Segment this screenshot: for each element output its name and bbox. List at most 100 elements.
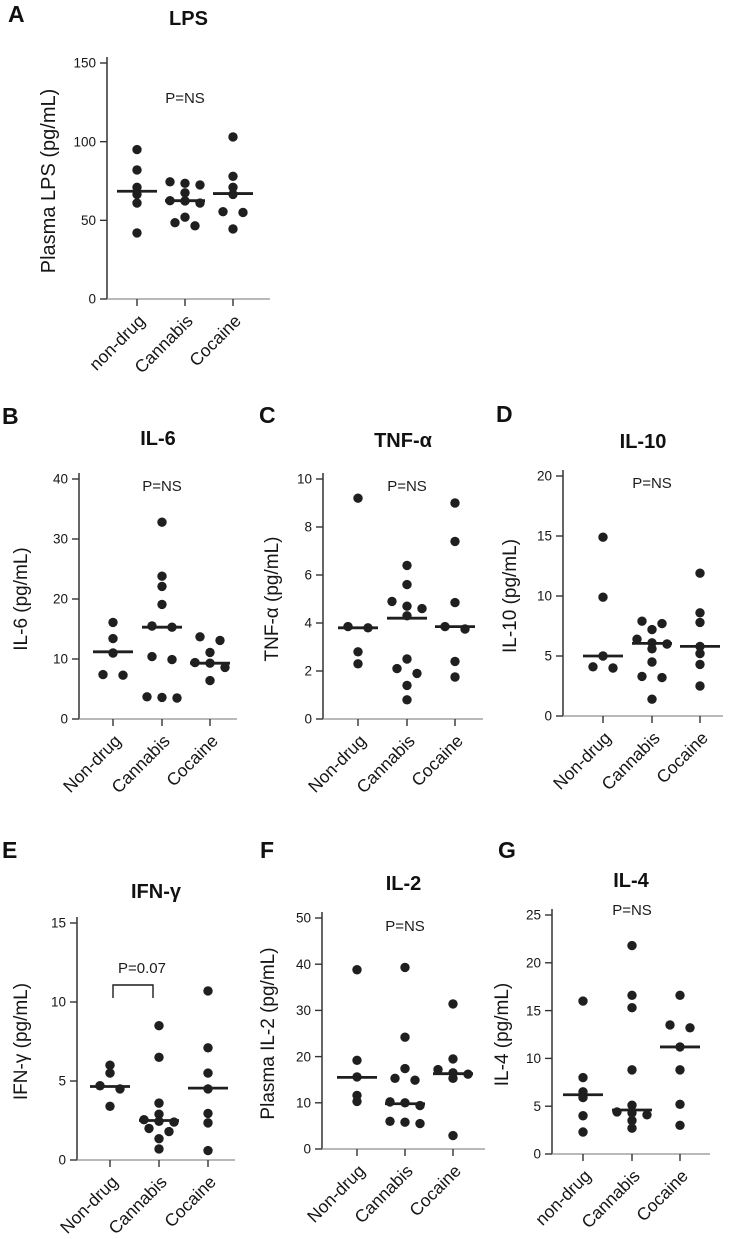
- y-tick-label: 50: [296, 911, 311, 926]
- p-value-label: P=NS: [387, 478, 427, 495]
- significance-bracket: [112, 984, 154, 998]
- data-point: [695, 608, 705, 618]
- data-point: [627, 1123, 637, 1133]
- data-point: [608, 663, 618, 673]
- data-point: [205, 647, 215, 658]
- data-point: [108, 648, 118, 658]
- y-tick-label: 50: [81, 213, 96, 228]
- data-point: [695, 681, 705, 691]
- data-point: [627, 1003, 637, 1013]
- data-point: [203, 1043, 213, 1053]
- data-point: [578, 1072, 588, 1083]
- y-tick-label: 10: [526, 1051, 541, 1066]
- data-point: [105, 1068, 115, 1078]
- y-tick-label: 100: [73, 134, 96, 149]
- data-point: [385, 1116, 395, 1126]
- data-point: [154, 1021, 164, 1031]
- data-point: [450, 672, 460, 682]
- data-point: [142, 692, 152, 702]
- panel-letter: E: [2, 837, 18, 863]
- data-point: [352, 1072, 362, 1082]
- data-point: [154, 1144, 164, 1154]
- data-point: [598, 532, 608, 542]
- data-point: [637, 616, 647, 626]
- data-point: [147, 651, 157, 662]
- data-point: [215, 635, 225, 646]
- data-point: [203, 1145, 213, 1156]
- data-point: [612, 1107, 622, 1117]
- data-point: [154, 1098, 164, 1108]
- y-tick-label: 25: [526, 908, 541, 923]
- data-point: [402, 579, 412, 590]
- data-point: [180, 196, 190, 206]
- data-point: [157, 517, 167, 527]
- data-point: [105, 1101, 115, 1111]
- data-point: [352, 1096, 362, 1107]
- panel-a: A LPS P=NS 0 50 100 150 non-drug Cannabis Coca…: [0, 0, 370, 400]
- data-point: [460, 624, 470, 634]
- data-point: [352, 1055, 362, 1065]
- data-point: [132, 228, 142, 238]
- panel-title: IL-2: [385, 873, 422, 895]
- data-point: [402, 680, 412, 691]
- data-point: [412, 668, 422, 679]
- panel-title: LPS: [169, 8, 208, 30]
- y-tick-label: 20: [537, 469, 552, 484]
- data-point: [180, 188, 190, 198]
- data-point: [180, 178, 190, 189]
- panel-letter: B: [2, 403, 20, 429]
- data-point: [657, 618, 667, 629]
- panel-b: B IL-6 P=NS 0 10 20 30 40 Non-drug Cannabis Coc…: [0, 400, 255, 825]
- data-point: [154, 1116, 164, 1126]
- data-point: [132, 189, 142, 200]
- data-point: [415, 1118, 425, 1129]
- data-point: [647, 624, 657, 635]
- y-tick-label: 2: [304, 664, 312, 679]
- data-point: [343, 621, 353, 632]
- panel-letter: C: [259, 402, 277, 428]
- data-point: [228, 189, 238, 200]
- y-tick-label: 0: [88, 292, 96, 307]
- scatter-plot: 01020304050Non-drugCannabisCocainePlasma…: [258, 911, 485, 1227]
- panel-letter: A: [8, 1, 26, 27]
- y-tick-label: 30: [296, 1003, 311, 1018]
- data-point: [118, 670, 128, 680]
- panel-letter: D: [496, 401, 514, 427]
- y-tick-label: 15: [51, 916, 66, 931]
- data-point: [105, 1060, 115, 1070]
- y-tick-label: 0: [303, 1142, 311, 1157]
- y-tick-label: 20: [53, 592, 68, 607]
- data-point: [665, 1020, 675, 1030]
- panel-f: F IL-2 P=NS 0 10 20 30 40 50 Non-drug Cannabis C…: [255, 830, 500, 1239]
- data-point: [390, 1073, 400, 1084]
- data-point: [627, 1065, 637, 1075]
- data-point: [685, 1023, 695, 1033]
- data-point: [167, 622, 177, 632]
- data-point: [675, 990, 685, 1001]
- y-tick-label: 20: [526, 956, 541, 971]
- data-point: [402, 695, 412, 705]
- x-category-label: Cocaine: [652, 728, 712, 788]
- y-tick-label: 10: [51, 995, 66, 1010]
- y-tick-label: 0: [544, 709, 552, 724]
- data-point: [238, 207, 248, 218]
- data-point: [647, 644, 657, 654]
- data-point: [448, 999, 458, 1009]
- data-point: [139, 1115, 149, 1125]
- y-tick-label: 10: [296, 1096, 311, 1111]
- data-point: [450, 536, 460, 547]
- data-point: [578, 1092, 588, 1103]
- y-tick-label: 5: [544, 649, 552, 664]
- y-tick-label: 10: [537, 589, 552, 604]
- data-point: [695, 641, 705, 652]
- data-point: [450, 597, 460, 608]
- data-point: [627, 1108, 637, 1118]
- data-point: [154, 1052, 164, 1062]
- panel-c: C TNF-α P=NS 0 2 4 6 8 10 Non-drug Cannabis Coca…: [255, 400, 500, 825]
- data-point: [353, 647, 363, 657]
- data-point: [228, 132, 238, 142]
